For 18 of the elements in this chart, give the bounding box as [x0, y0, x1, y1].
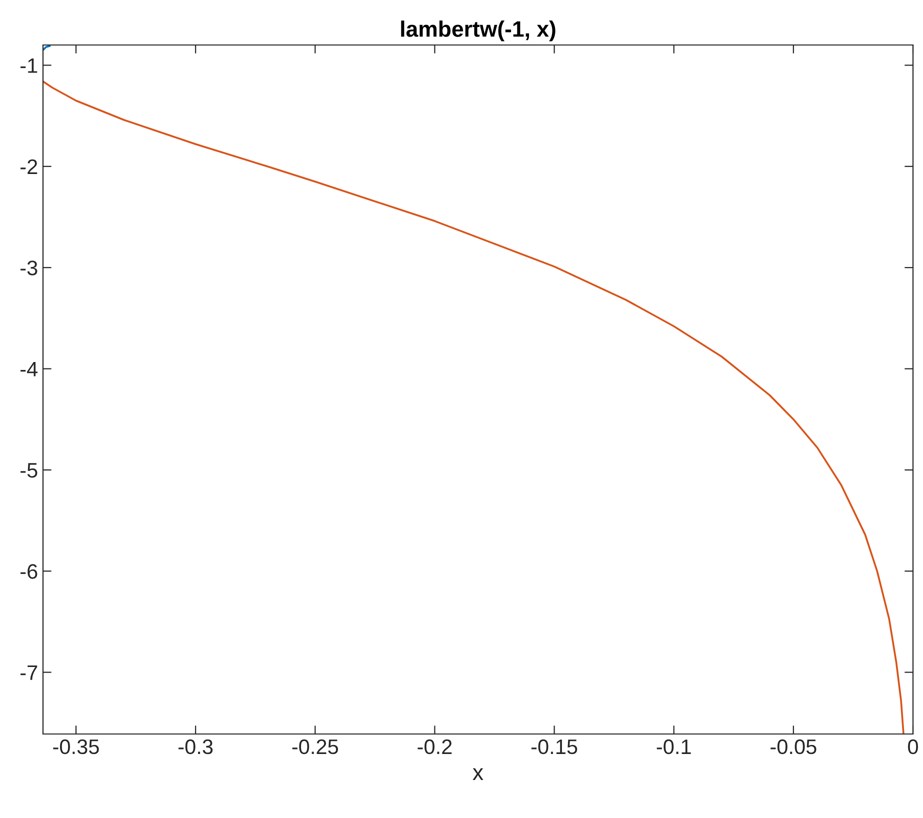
x-axis-title: x [472, 768, 484, 780]
y-tick-label: -2 [20, 159, 38, 174]
y-tick-label: -4 [20, 362, 38, 376]
x-tick-label: -0.05 [770, 739, 816, 754]
y-tick-label: -3 [20, 260, 38, 276]
y-tick-label: -5 [20, 463, 38, 478]
x-tick-label: -0.2 [418, 739, 452, 754]
x-tick-label: -0.25 [292, 739, 338, 754]
y-tick-label: -6 [20, 564, 38, 579]
x-tick-label: -0.15 [531, 739, 578, 754]
x-tick-label: -0.1 [656, 739, 691, 754]
line-series [43, 80, 904, 734]
y-tick-label: -1 [20, 58, 38, 73]
y-tick-label: -7 [20, 666, 38, 680]
x-tick-label: -0.3 [178, 739, 213, 754]
chart-title: lambertw(-1, x) [401, 20, 556, 42]
x-tick-label: -0.35 [53, 739, 99, 754]
x-tick-label: 0 [908, 739, 918, 754]
